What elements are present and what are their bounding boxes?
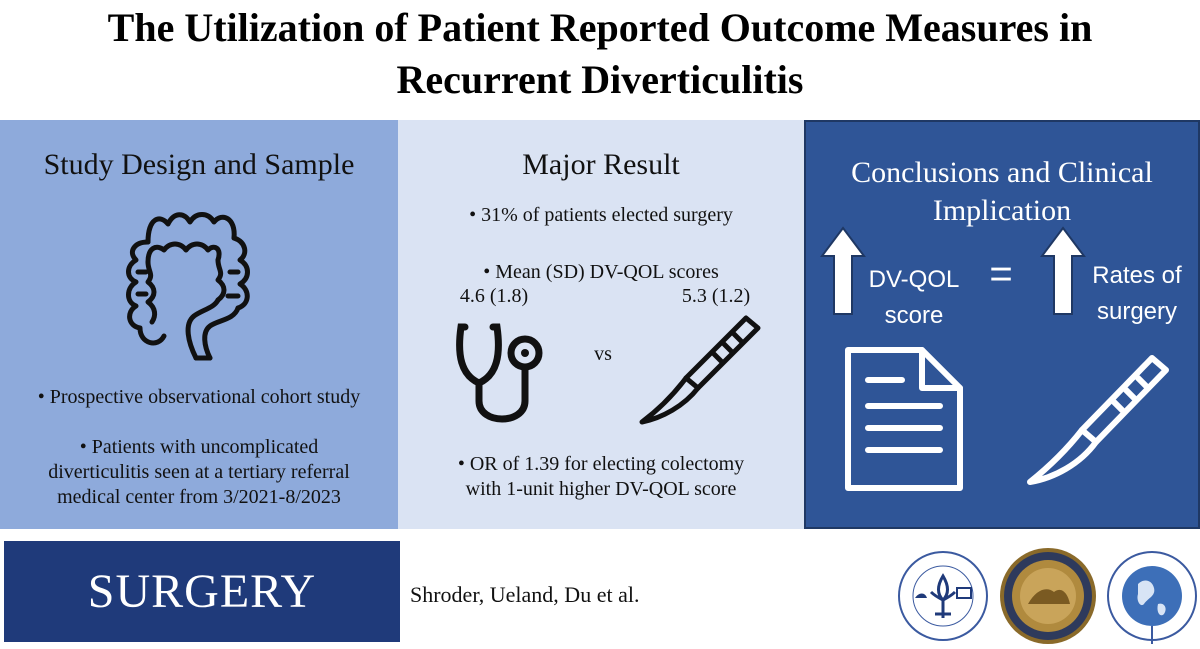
result-bullet-3: • OR of 1.39 for electing colectomy with… xyxy=(398,452,804,502)
study-bullet-2: • Patients with uncomplicated diverticul… xyxy=(0,435,398,510)
surgery-label-line-2: surgery xyxy=(1096,298,1178,325)
colon-icon xyxy=(126,212,250,361)
conclusions-heading-line-1: Conclusions and Clinical xyxy=(851,156,1153,189)
equals-sign: = xyxy=(989,252,1013,296)
study-bullet-2-line-2: diverticulitis seen at a tertiary referr… xyxy=(48,461,350,483)
dvqol-score-label: DV-QOL score xyxy=(864,262,964,334)
major-result-heading: Major Result xyxy=(522,148,680,181)
document-icon xyxy=(845,347,963,491)
stethoscope-icon xyxy=(456,323,543,423)
title-line-1: The Utilization of Patient Reported Outc… xyxy=(107,5,1093,50)
society-university-surgeons-seal-icon xyxy=(898,551,988,641)
study-design-heading: Study Design and Sample xyxy=(43,148,355,181)
result-bullet-3-line-1: • OR of 1.39 for electing colectomy xyxy=(457,453,745,475)
vs-label: vs xyxy=(594,343,612,365)
study-bullet-2-line-1: • Patients with uncomplicated xyxy=(79,436,319,458)
main-title: The Utilization of Patient Reported Outc… xyxy=(0,2,1200,106)
result-bullet-3-line-2: with 1-unit higher DV-QOL score xyxy=(465,478,737,500)
authors: Shroder, Ueland, Du et al. xyxy=(410,582,640,607)
dvqol-label-line-1: DV-QOL xyxy=(868,266,960,293)
score-left: 4.6 (1.8) xyxy=(459,285,529,307)
major-result-panel: Major Result • 31% of patients elected s… xyxy=(398,120,804,529)
up-arrow-icon xyxy=(1040,226,1086,315)
study-bullet-2-line-3: medical center from 3/2021-8/2023 xyxy=(57,486,341,508)
up-arrow-icon xyxy=(820,226,866,315)
journal-banner: SURGERY xyxy=(4,541,400,642)
study-bullet-1: • Prospective observational cohort study xyxy=(37,386,361,408)
study-design-panel: Study Design and Sample • Prospective ob… xyxy=(0,120,398,529)
surgery-rates-label: Rates of surgery xyxy=(1082,258,1192,330)
surgery-label-line-1: Rates of xyxy=(1092,262,1182,289)
central-surgical-association-seal-icon xyxy=(1000,548,1096,644)
conclusions-heading-line-2: Implication xyxy=(932,194,1072,227)
conclusions-panel: Conclusions and Clinical Implication DV-… xyxy=(804,120,1200,529)
scalpel-icon xyxy=(1027,355,1169,485)
dvqol-label-line-2: score xyxy=(884,302,944,329)
result-bullet-1: • 31% of patients elected surgery xyxy=(469,204,733,226)
result-bullet-2: • Mean (SD) DV-QOL scores xyxy=(483,261,719,283)
conclusions-heading: Conclusions and Clinical Implication xyxy=(806,154,1198,230)
endocrine-surgeons-seal-icon xyxy=(1107,551,1197,644)
scalpel-icon xyxy=(639,315,761,425)
score-right: 5.3 (1.2) xyxy=(681,285,751,307)
title-line-2: Recurrent Diverticulitis xyxy=(396,57,804,102)
